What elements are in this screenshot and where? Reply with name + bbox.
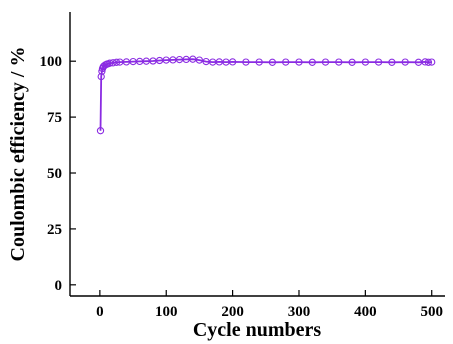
x-tick-label-300: 300 xyxy=(288,304,311,320)
data-point xyxy=(348,58,356,66)
data-point xyxy=(401,58,409,66)
data-point xyxy=(195,56,204,64)
x-axis-label: Cycle numbers xyxy=(193,319,322,341)
y-tick-label-100: 100 xyxy=(40,54,63,70)
data-point xyxy=(242,58,250,66)
data-point xyxy=(109,59,117,67)
x-tick-label-200: 200 xyxy=(221,304,244,320)
data-point xyxy=(428,58,436,66)
data-point xyxy=(96,127,105,135)
data-point xyxy=(361,58,370,66)
data-point xyxy=(424,58,433,66)
data-point xyxy=(282,58,290,66)
x-tick-label-0: 0 xyxy=(96,304,104,320)
y-tick-label-50: 50 xyxy=(47,166,62,182)
data-point xyxy=(321,58,330,66)
data-point xyxy=(255,58,263,66)
y-tick-label-25: 25 xyxy=(47,222,62,238)
x-tick-label-400: 400 xyxy=(354,304,377,320)
data-point xyxy=(112,58,121,66)
data-point xyxy=(388,58,396,66)
y-axis-label: Coulombic efficiency / % xyxy=(7,47,29,262)
data-point xyxy=(228,58,237,66)
y-tick-label-0: 0 xyxy=(55,278,63,294)
data-point xyxy=(295,58,303,66)
data-point xyxy=(106,59,114,67)
y-tick-label-75: 75 xyxy=(47,110,62,126)
series-line xyxy=(99,58,432,131)
data-point xyxy=(97,72,105,81)
x-tick-label-500: 500 xyxy=(420,304,443,320)
data-point xyxy=(268,58,277,66)
data-point xyxy=(335,58,343,66)
data-point xyxy=(308,58,316,66)
series-layer xyxy=(96,55,436,135)
ticks-layer: 0 100 200 300 400 500 0 25 50 75 100 xyxy=(40,54,443,320)
data-point xyxy=(374,58,383,66)
x-tick-label-100: 100 xyxy=(155,304,178,320)
